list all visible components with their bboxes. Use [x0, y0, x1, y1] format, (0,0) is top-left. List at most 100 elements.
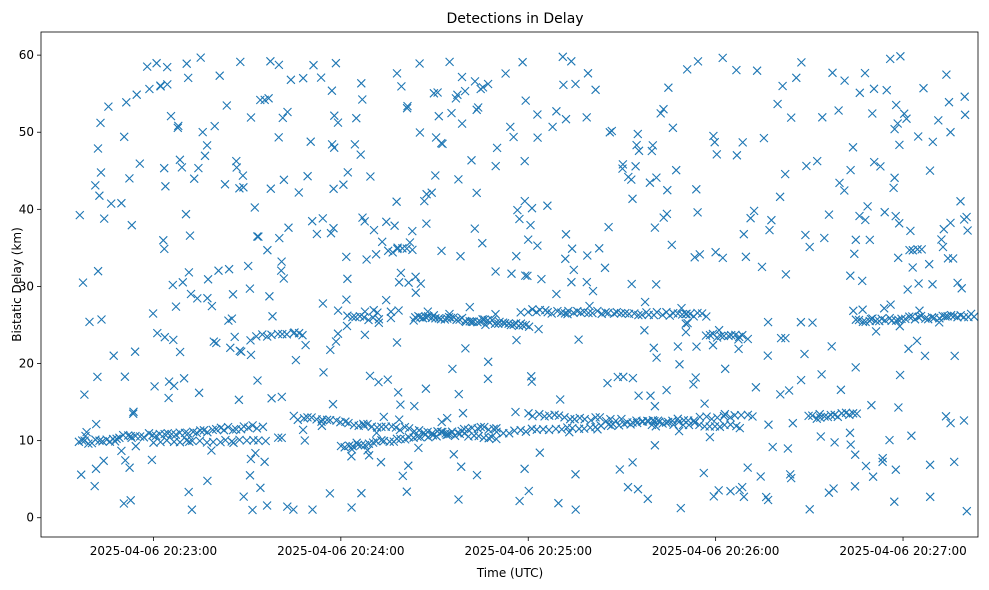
data-point — [714, 486, 724, 495]
data-point — [274, 233, 284, 243]
data-point — [429, 88, 439, 98]
data-point — [869, 84, 879, 94]
data-point — [714, 325, 724, 335]
data-point — [835, 178, 844, 188]
data-point — [507, 269, 516, 279]
data-point — [739, 492, 749, 502]
data-point — [208, 425, 218, 435]
data-point — [452, 315, 461, 325]
data-point — [613, 372, 623, 382]
data-point — [697, 309, 707, 318]
data-point — [583, 68, 593, 78]
data-point — [491, 267, 500, 276]
data-point — [109, 351, 119, 361]
data-point — [307, 413, 316, 422]
data-point — [895, 370, 905, 380]
data-point — [662, 385, 671, 395]
data-point — [567, 244, 577, 254]
data-point — [880, 207, 890, 217]
data-point — [368, 313, 378, 323]
data-point — [785, 470, 795, 479]
data-point — [890, 124, 899, 134]
data-point — [117, 198, 126, 208]
data-point — [848, 408, 858, 418]
data-point — [299, 413, 309, 423]
data-point — [402, 103, 412, 113]
data-point — [265, 291, 274, 301]
data-point — [483, 357, 493, 367]
data-point — [924, 259, 934, 269]
data-point — [561, 114, 571, 124]
data-point — [284, 223, 293, 233]
data-point — [830, 438, 839, 447]
data-point — [689, 380, 698, 389]
data-point — [245, 284, 255, 293]
data-point — [418, 313, 428, 323]
data-point — [671, 165, 681, 175]
data-point — [614, 421, 624, 430]
data-point — [93, 144, 103, 153]
data-point — [120, 456, 130, 465]
data-point — [861, 461, 871, 471]
data-point — [495, 317, 504, 327]
data-point — [880, 316, 890, 325]
data-point — [473, 103, 483, 112]
data-point — [805, 242, 815, 252]
data-point — [516, 308, 526, 317]
data-point — [653, 416, 663, 426]
data-point — [220, 179, 230, 189]
data-point — [156, 82, 165, 91]
data-point — [912, 336, 922, 346]
data-point — [229, 438, 238, 448]
data-point — [615, 465, 625, 474]
data-point — [162, 80, 172, 89]
data-point — [434, 111, 444, 121]
data-point — [422, 189, 431, 199]
data-point — [690, 418, 700, 428]
data-point — [402, 487, 412, 497]
data-point — [620, 308, 630, 318]
data-point — [781, 270, 791, 279]
data-point — [224, 264, 234, 274]
data-point — [411, 272, 420, 282]
data-point — [291, 355, 301, 365]
data-point — [195, 426, 205, 435]
data-point — [200, 151, 210, 161]
data-point — [616, 308, 626, 318]
data-point — [756, 472, 766, 481]
data-point — [366, 172, 375, 181]
data-point — [164, 393, 173, 403]
data-point — [764, 420, 773, 430]
data-point — [571, 469, 580, 479]
data-point — [142, 62, 152, 71]
data-point — [364, 315, 373, 325]
data-point — [347, 451, 356, 461]
data-point — [953, 278, 962, 288]
data-point — [791, 73, 801, 83]
data-point — [899, 109, 909, 119]
data-point — [702, 412, 711, 421]
data-point — [78, 278, 88, 287]
data-point — [582, 251, 592, 260]
data-point — [763, 317, 773, 327]
data-point — [574, 335, 583, 344]
data-point — [289, 505, 298, 514]
data-point — [712, 413, 722, 422]
y-tick-label: 40 — [19, 202, 34, 216]
data-point — [845, 271, 855, 281]
data-point — [307, 216, 317, 226]
data-point — [893, 253, 903, 263]
data-point — [119, 132, 129, 142]
data-point — [623, 482, 633, 492]
data-point — [294, 188, 304, 197]
data-point — [836, 385, 846, 395]
data-point — [582, 277, 592, 287]
x-axis-label: Time (UTC) — [476, 566, 543, 580]
data-point — [390, 221, 399, 231]
data-point — [788, 418, 798, 428]
data-point — [845, 428, 855, 438]
data-point — [352, 438, 362, 448]
data-point — [584, 308, 593, 318]
data-point — [203, 427, 212, 437]
data-point — [916, 311, 926, 321]
